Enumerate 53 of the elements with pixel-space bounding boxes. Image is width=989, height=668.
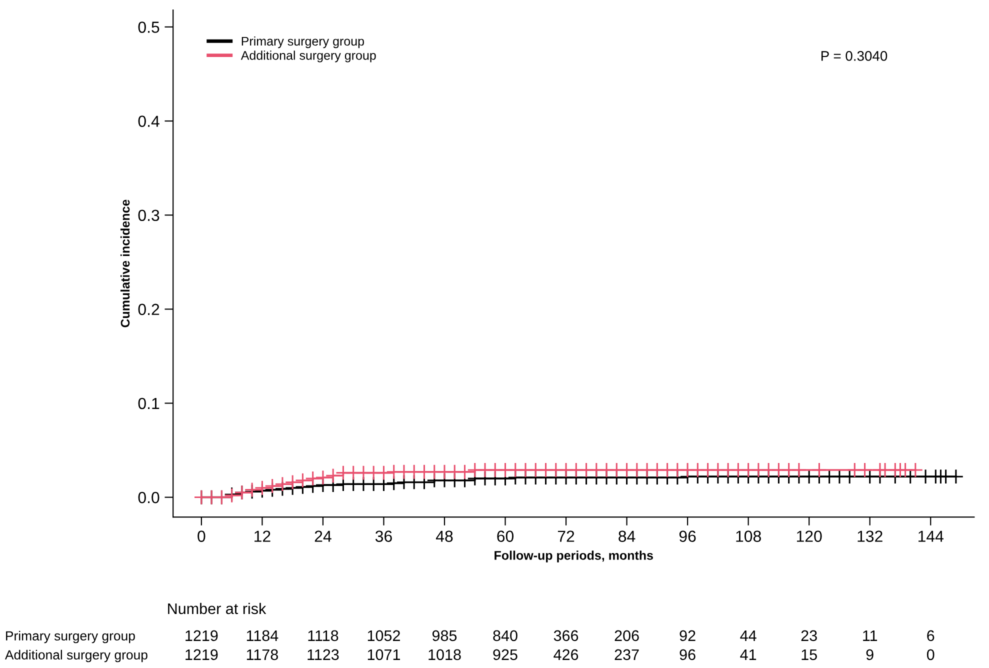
- text: 15: [802, 649, 817, 660]
- text: Primary surgery group: [6, 630, 135, 644]
- text: 426: [554, 649, 578, 660]
- legend-label: Additional surgery group: [240, 50, 376, 62]
- y-axis-title: Cumulative incidence: [120, 200, 130, 328]
- text: 1018: [428, 649, 461, 660]
- annotation: P = 0.3040: [821, 51, 888, 61]
- y-tick-label: 0.3: [138, 210, 160, 222]
- text: 1219: [186, 630, 218, 642]
- y-tick-label: 0.1: [138, 398, 160, 410]
- text: Additional surgery group: [4, 650, 148, 662]
- x-tick-label: 60: [497, 530, 514, 542]
- x-tick-label: 144: [918, 530, 944, 542]
- text: Number at risk: [168, 602, 266, 614]
- text: 1184: [246, 630, 278, 642]
- text: 925: [493, 649, 518, 660]
- x-axis-title: Follow-up periods, months: [494, 550, 653, 562]
- x-tick-label: 0: [198, 530, 206, 542]
- legend-label: Primary surgery group: [242, 36, 364, 48]
- x-tick-label: 24: [314, 530, 332, 542]
- text: 23: [801, 630, 817, 642]
- x-tick-label: 84: [618, 530, 636, 542]
- text: 44: [740, 630, 756, 641]
- y-tick-label: 0.2: [138, 304, 160, 316]
- text: 6: [927, 630, 934, 642]
- text: 1178: [246, 649, 278, 660]
- text: 41: [740, 649, 756, 660]
- x-tick-label: 12: [254, 530, 270, 542]
- text: 206: [614, 630, 639, 642]
- text: 11: [863, 630, 878, 641]
- text: 366: [554, 630, 578, 642]
- x-tick-label: 72: [558, 530, 574, 542]
- text: 1071: [368, 649, 400, 660]
- text: 0: [926, 649, 934, 660]
- y-tick-label: 0.4: [138, 116, 160, 127]
- text: 1052: [368, 630, 400, 642]
- text: 985: [432, 630, 457, 642]
- x-tick-label: 132: [858, 530, 882, 542]
- text: 840: [493, 630, 518, 642]
- x-tick-label: 96: [679, 530, 696, 542]
- text: 9: [866, 649, 874, 660]
- text: 92: [680, 630, 696, 642]
- text: 237: [614, 649, 639, 660]
- text: 1123: [308, 649, 339, 660]
- text: 96: [680, 649, 696, 660]
- x-tick-label: 120: [796, 530, 822, 542]
- x-tick-label: 48: [436, 530, 453, 542]
- x-tick-label: 108: [736, 530, 761, 542]
- text: 1219: [186, 649, 218, 660]
- x-tick-label: 36: [375, 530, 392, 542]
- y-tick-label: 0.5: [138, 22, 160, 33]
- text: 1118: [308, 630, 338, 642]
- y-tick-label: 0.0: [138, 492, 160, 504]
